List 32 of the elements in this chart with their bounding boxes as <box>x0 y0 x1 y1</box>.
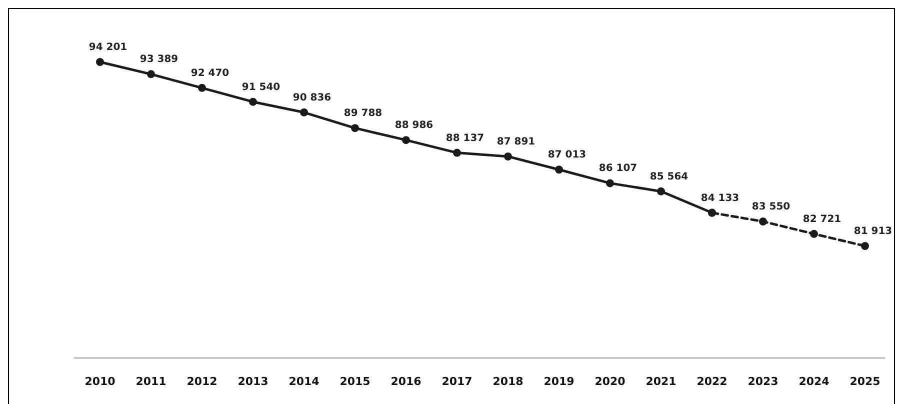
data-label: 86 107 <box>598 163 638 174</box>
x-tick-label: 2011 <box>136 375 166 388</box>
x-tick-label: 2021 <box>646 375 676 388</box>
data-label: 91 540 <box>242 82 280 93</box>
data-label: 89 788 <box>344 108 382 120</box>
data-label: 90 836 <box>292 92 332 104</box>
x-tick-label: 2017 <box>442 375 472 388</box>
data-label: 84 133 <box>700 192 740 204</box>
x-tick-label: 2019 <box>544 375 574 388</box>
data-label: 82 721 <box>802 214 842 225</box>
data-label: 94 201 <box>88 42 128 53</box>
x-tick-label: 2022 <box>696 375 728 388</box>
x-tick-label: 2024 <box>798 375 830 388</box>
data-label: 87 891 <box>496 136 536 148</box>
data-label: 83 550 <box>752 201 790 212</box>
x-tick-label: 2023 <box>748 375 778 388</box>
x-tick-label: 2020 <box>594 375 626 388</box>
x-tick-label: 2014 <box>288 375 320 388</box>
data-label: 93 389 <box>140 54 178 66</box>
data-label: 81 913 <box>854 226 892 237</box>
data-label: 85 564 <box>650 171 688 182</box>
x-tick-label: 2013 <box>238 375 268 388</box>
data-label: 88 137 <box>446 132 484 144</box>
data-label: 88 986 <box>394 120 434 132</box>
x-tick-label: 2016 <box>390 375 422 388</box>
x-tick-label: 2015 <box>340 375 370 388</box>
data-label: 92 470 <box>190 68 230 79</box>
x-tick-label: 2012 <box>186 375 218 388</box>
x-tick-label: 2010 <box>84 375 116 388</box>
x-tick-label: 2025 <box>850 375 880 388</box>
x-tick-label: 2018 <box>492 375 524 388</box>
data-label: 87 013 <box>548 150 586 161</box>
